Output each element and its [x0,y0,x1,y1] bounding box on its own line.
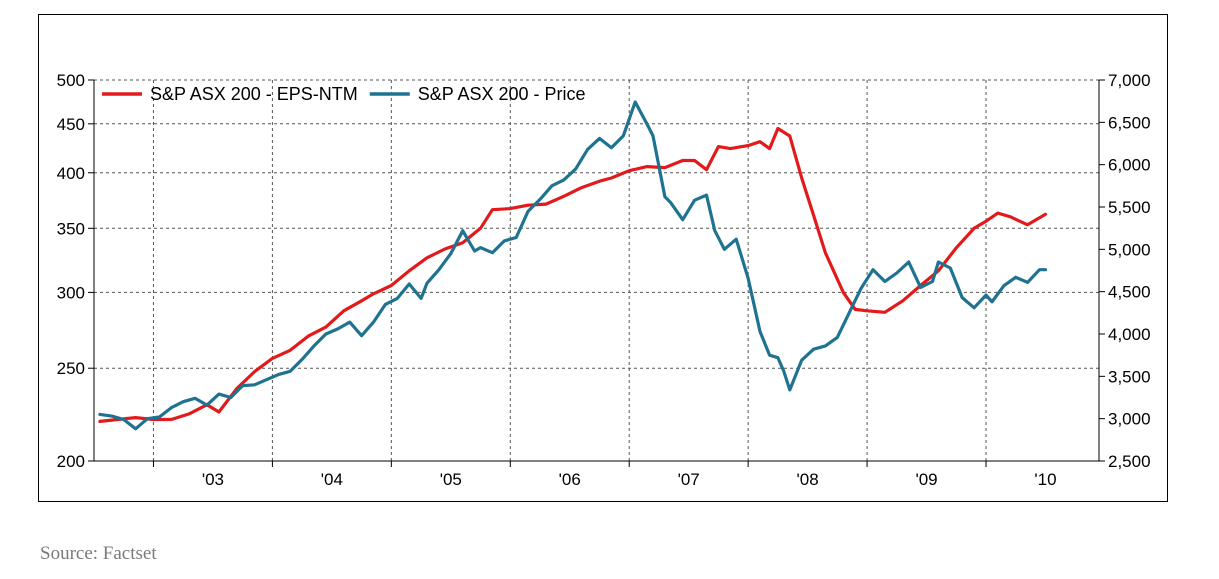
right-tick-label: 4,000 [1108,325,1151,344]
left-tick-label: 450 [57,115,85,134]
x-tick-label: '06 [559,470,581,489]
source-note: Source: Factset [40,543,157,564]
left-tick-label: 350 [57,219,85,238]
left-tick-label: 400 [57,164,85,183]
x-tick-label: '07 [678,470,700,489]
right-tick-label: 3,500 [1108,367,1151,386]
legend-label: S&P ASX 200 - EPS-NTM [150,84,358,104]
right-tick-label: 3,000 [1108,410,1151,429]
axes [88,79,1105,467]
left-tick-label: 200 [57,452,85,471]
right-tick-label: 5,000 [1108,240,1151,259]
left-tick-label: 300 [57,283,85,302]
x-tick-label: '08 [797,470,819,489]
x-tick-label: '03 [202,470,224,489]
right-tick-label: 7,000 [1108,71,1151,90]
grid [94,79,1099,461]
chart-frame: 200 250 300 350 400 450 500 2,500 3,000 3,500 4,00… [38,14,1168,502]
right-tick-label: 6,000 [1108,156,1151,175]
tick-labels: 200 250 300 350 400 450 500 2,500 3,000 3,500 4,00… [57,71,1151,489]
chart-svg: 200 250 300 350 400 450 500 2,500 3,000 3,500 4,00… [57,71,1151,489]
series-lines [98,100,1048,431]
series-line-price [98,100,1048,431]
right-tick-label: 5,500 [1108,198,1151,217]
right-tick-label: 2,500 [1108,452,1151,471]
x-tick-label: '05 [440,470,462,489]
legend-label: S&P ASX 200 - Price [418,84,586,104]
right-tick-label: 6,500 [1108,113,1151,132]
series-line-eps-ntm [98,126,1048,423]
right-tick-label: 4,500 [1108,283,1151,302]
left-tick-label: 500 [57,71,85,90]
x-tick-label: '04 [321,470,343,489]
x-tick-label: '10 [1034,470,1056,489]
legend: S&P ASX 200 - EPS-NTM S&P ASX 200 - Price [102,84,586,104]
left-tick-label: 250 [57,359,85,378]
x-tick-label: '09 [915,470,937,489]
